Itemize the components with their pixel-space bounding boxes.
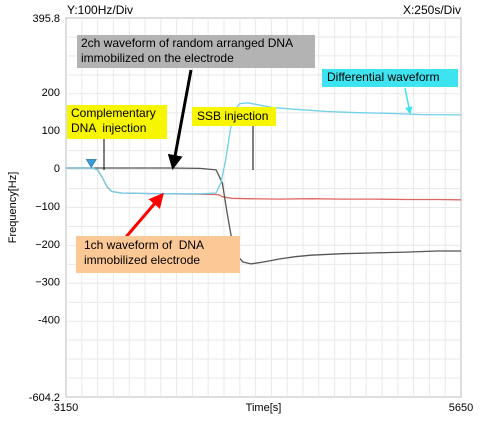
y-tick-label: −200	[35, 239, 60, 251]
y-tick-label: 0	[54, 163, 60, 175]
y-tick-label: -604.2	[29, 392, 60, 404]
annotation-complementary-dna-injection: Complementary DNA injection	[67, 105, 167, 139]
annotation-differential-waveform: Differential waveform	[322, 69, 458, 87]
header-x-scale: X:250s/Div	[403, 3, 461, 17]
ch1-arrow	[124, 192, 164, 238]
series-line-differential	[66, 102, 462, 195]
y-tick-label: 100	[42, 125, 60, 137]
annotation-ssb-injection: SSB injection	[192, 107, 276, 126]
y-tick-label: −100	[35, 201, 60, 213]
series-line-ch2_random	[66, 167, 461, 265]
y-tick-label: -400	[38, 315, 60, 327]
header-y-scale: Y:100Hz/Div	[67, 3, 133, 17]
x-axis-title: Time[s]	[246, 402, 282, 414]
injection-marker-triangle	[85, 159, 97, 169]
ch2-arrow	[167, 69, 193, 170]
y-tick-label: −300	[35, 277, 60, 289]
y-tick-label: 200	[42, 87, 60, 99]
annotation-1ch-waveform: 1ch waveform of DNA immobilized electrod…	[76, 236, 240, 273]
x-tick-label: 5650	[449, 402, 473, 414]
y-tick-label: 395.8	[32, 13, 60, 25]
y-axis-title: Frequency[Hz]	[7, 172, 19, 244]
annotation-2ch-waveform: 2ch waveform of random arranged DNA immo…	[77, 35, 315, 68]
x-tick-label: 3150	[54, 402, 78, 414]
differential-arrow	[404, 87, 413, 115]
